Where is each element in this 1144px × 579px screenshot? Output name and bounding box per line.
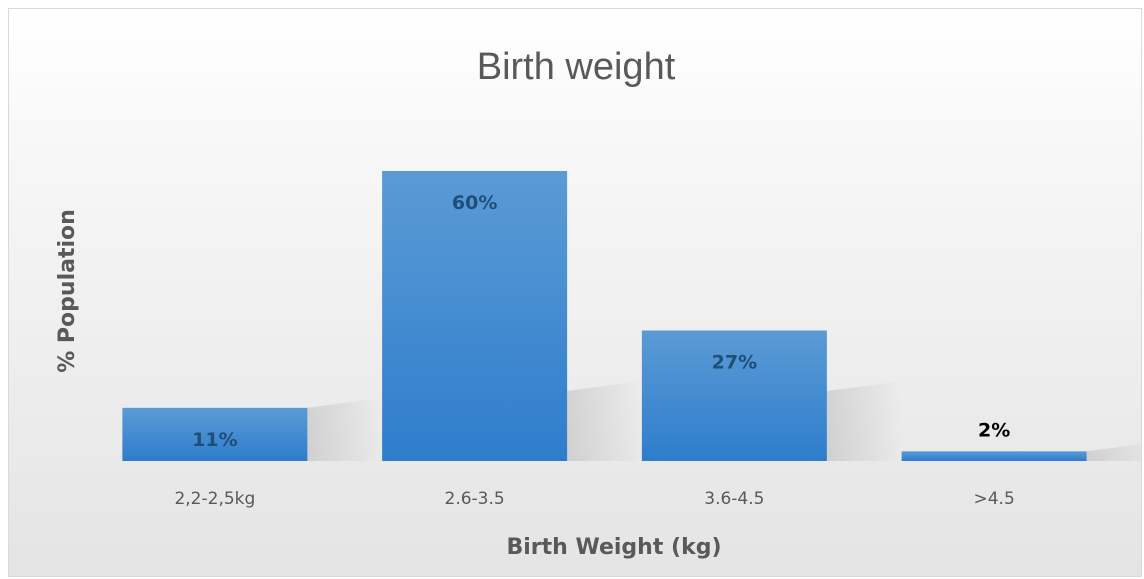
chart-title: Birth weight [477,46,676,88]
data-label: 2% [978,419,1010,441]
x-axis-title: Birth Weight (kg) [506,535,721,560]
data-label: 11% [192,429,237,451]
x-tick-label: 2.6-3.5 [445,489,505,509]
y-axis-title: % Population [55,209,80,373]
bar [382,171,568,461]
data-labels: 11% 60% 27% 2% [192,192,1010,451]
x-tick-label: >4.5 [973,489,1014,509]
bar [122,407,308,461]
x-tick-label: 3.6-4.5 [704,489,764,509]
data-label: 60% [452,192,497,214]
x-tick-labels: 2,2-2,5kg 2.6-3.5 3.6-4.5 >4.5 [174,489,1014,509]
bar-shadow [567,381,643,461]
bar [901,451,1087,461]
bars [122,171,1087,461]
bar-chart: Birth weight % Population Birth Weight (… [55,46,1141,560]
bar [641,330,827,461]
bar-shadow [1086,444,1141,461]
data-label: 27% [712,352,757,374]
bar-shadow [307,397,383,461]
x-tick-label: 2,2-2,5kg [174,489,255,509]
bar-shadows [307,381,1141,461]
bar-shadow [826,381,902,461]
chart-area: Birth weight % Population Birth Weight (… [8,8,1142,577]
